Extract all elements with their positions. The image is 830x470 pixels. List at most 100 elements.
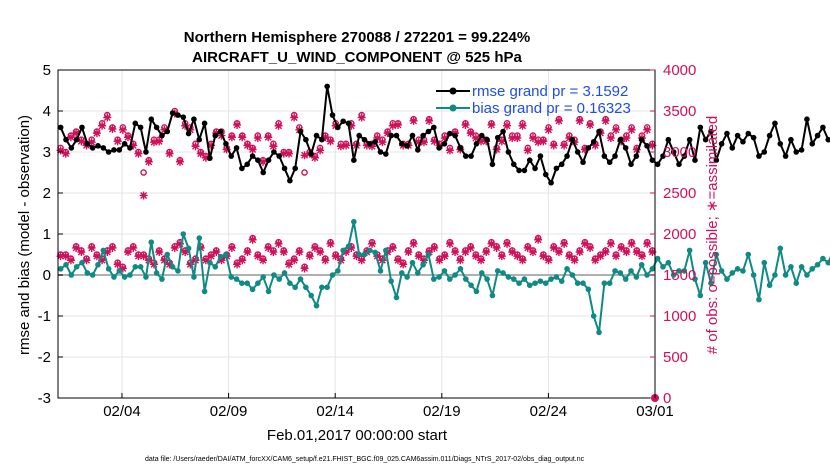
bias-point (57, 266, 64, 272)
x-axis-ticks: 02/04 02/09 02/14 02/19 02/24 03/01 (103, 393, 674, 420)
bias-point (191, 274, 197, 280)
bias-point (820, 255, 826, 262)
rmse-point (601, 153, 608, 159)
obs-assimilated-marker (528, 134, 537, 143)
bias-point (601, 280, 608, 287)
obs-assimilated-marker (451, 248, 460, 257)
obs-assimilated-marker (227, 133, 236, 142)
obs-assimilated-marker (622, 248, 631, 257)
rmse-point (249, 153, 256, 159)
obs-assimilated-marker (66, 133, 75, 142)
obs-assimilated-marker (544, 125, 553, 134)
y-axis-label-right: # of obs: o=possible; ∗=assimilated (704, 116, 721, 355)
bias-point (351, 218, 357, 225)
rmse-point (414, 147, 421, 153)
obs-assimilated-marker (233, 120, 242, 129)
chart-subtitle: AIRCRAFT_U_WIND_COMPONENT @ 525 hPa (192, 49, 522, 66)
obs-assimilated-marker (409, 239, 418, 248)
tick-label-right: 4000 (663, 62, 696, 79)
obs-assimilated-marker (284, 260, 293, 269)
obs-assimilated-marker (175, 157, 184, 166)
bias-point (228, 274, 235, 280)
bias-point (473, 288, 480, 295)
bias-point (532, 280, 538, 287)
obs-assimilated-marker (82, 256, 91, 265)
rmse-point (478, 132, 485, 139)
obs-assimilated-marker (445, 239, 454, 248)
obs-assimilated-marker (284, 149, 293, 158)
obs-assimilated-marker (139, 191, 148, 200)
bias-point (153, 270, 160, 276)
obs-assimilated-marker (72, 243, 81, 252)
rmse-point (313, 132, 320, 139)
rmse-point (825, 136, 830, 143)
bias-point (606, 280, 613, 287)
obs-assimilated-marker (430, 243, 439, 252)
rmse-point (340, 118, 346, 125)
bias-point (73, 264, 80, 270)
obs-assimilated-marker (259, 157, 268, 166)
obs-assimilated-marker (336, 142, 345, 151)
rmse-point (681, 153, 688, 159)
obs-assimilated-marker (591, 141, 600, 150)
left-axis-ticks: -3 -2 -1 0 1 2 3 4 5 (38, 62, 63, 407)
rmse-point (526, 157, 533, 163)
bias-point (372, 249, 378, 256)
bias-point (745, 251, 752, 258)
obs-assimilated-marker (316, 248, 325, 257)
bias-point (116, 268, 123, 274)
rmse-point (287, 177, 293, 184)
rmse-point (516, 167, 522, 174)
bias-point (649, 266, 656, 272)
tick-label-x: 02/04 (103, 403, 141, 420)
tick-label-left: 0 (43, 267, 51, 284)
obs-assimilated-marker (342, 248, 351, 257)
obs-assimilated-marker (528, 248, 537, 257)
bias-point (590, 313, 597, 319)
obs-assimilated-marker (238, 133, 247, 142)
bias-point (249, 286, 256, 293)
bias-point (303, 284, 309, 291)
bias-point (399, 270, 405, 276)
obs-assimilated-marker (264, 243, 273, 252)
rmse-point (809, 141, 816, 147)
bias-point (121, 274, 128, 280)
obs-assimilated-marker (118, 125, 127, 134)
rmse-point (724, 130, 730, 137)
bias-point (84, 270, 91, 276)
rmse-point (740, 138, 746, 145)
obs-assimilated-marker (534, 235, 543, 244)
obs-assimilated-marker (456, 256, 465, 265)
bias-point (148, 239, 155, 245)
footnote: data file: /Users/raeder/DAI/ATM_forcXX/… (145, 456, 585, 463)
rmse-point (457, 145, 464, 151)
obs-assimilated-marker (612, 125, 621, 134)
rmse-point (175, 112, 181, 118)
obs-assimilated-marker (72, 129, 81, 138)
bias-point (494, 268, 501, 274)
rmse-point (713, 157, 720, 163)
bias-point (489, 292, 496, 299)
obs-assimilated-marker (243, 248, 252, 257)
bias-point (233, 276, 240, 282)
obs-assimilated-marker (134, 252, 143, 261)
bias-point (484, 276, 490, 282)
rmse-point (462, 153, 469, 159)
obs-assimilated-marker (201, 256, 210, 265)
bias-point (143, 274, 149, 280)
rmse-point (383, 151, 389, 157)
tick-label-x: 02/19 (423, 403, 461, 420)
rmse-point (132, 120, 139, 127)
tick-label-x: 02/14 (316, 403, 354, 420)
obs-assimilated-marker (632, 248, 641, 257)
obs-assimilated-marker (627, 239, 636, 248)
obs-assimilated-marker (393, 256, 402, 265)
bias-point (63, 261, 69, 268)
bias-point (825, 259, 830, 266)
bias-point (212, 264, 219, 270)
obs-assimilated-marker (632, 145, 641, 154)
obs-assimilated-marker (155, 248, 164, 257)
obs-assimilated-marker (440, 252, 449, 261)
obs-assimilated-marker (643, 239, 652, 248)
tick-label-x: 02/24 (530, 403, 568, 420)
